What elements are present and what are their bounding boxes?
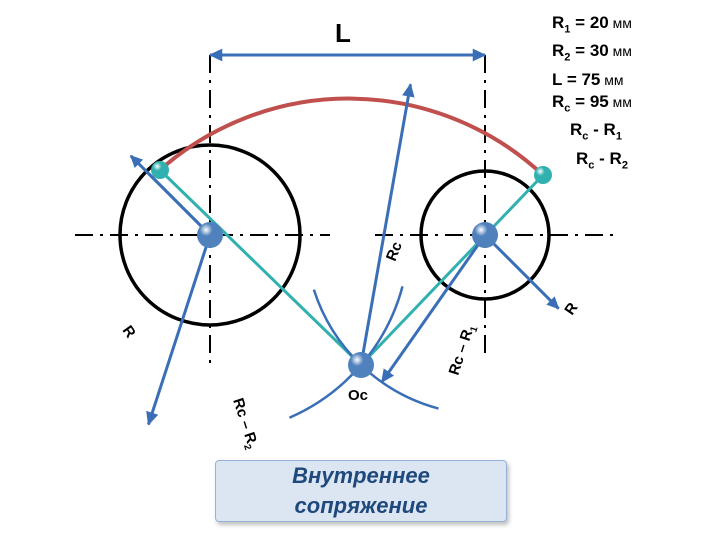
svg-text:Rс: Rс [383, 239, 406, 263]
svg-text:Rс – R2: Rс – R2 [227, 396, 262, 452]
svg-text:Rс – R1: Rс – R1 [446, 322, 481, 378]
svg-text:R: R [119, 323, 139, 342]
svg-text:R: R [561, 300, 581, 319]
parameter-list: R1 = 20 ммR2 = 30 ммL = 75 ммRс = 95 ммR… [552, 12, 632, 176]
svg-text:Ос: Ос [348, 387, 368, 404]
svg-text:L: L [335, 18, 351, 48]
title-line-2: сопряжение [216, 491, 506, 521]
title-box: Внутреннее сопряжение [215, 460, 507, 522]
title-line-1: Внутреннее [216, 461, 506, 491]
